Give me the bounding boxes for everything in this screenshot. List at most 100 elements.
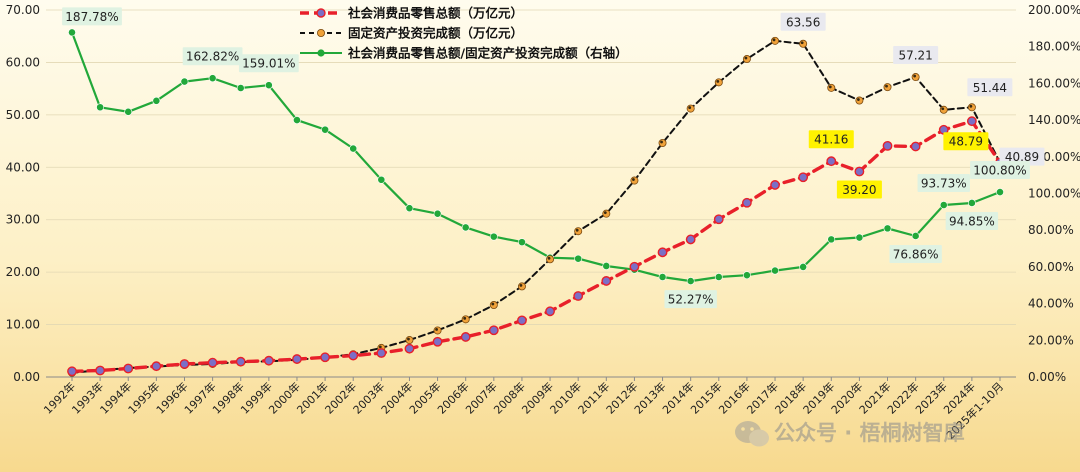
legend-swatch-marker [316,8,326,18]
series-retail-sales-point [910,141,921,152]
y-left-tick-label: 70.00 [6,3,40,17]
data-label-box [836,180,882,199]
y-left-tick-label: 0.00 [13,370,40,384]
series-retail-sales-point [151,361,162,372]
series-fixed-investment-point-dot [463,316,467,320]
y-right-tick-label: 60.00% [1028,260,1074,274]
series-fixed-investment-point-outer [405,336,414,345]
data-label: 52.27% [664,290,717,309]
data-label-text: 76.86% [893,247,939,261]
series-ratio-point [433,209,442,218]
series-fixed-investment-point [405,336,414,345]
series-retail-sales-point [376,348,387,358]
series-fixed-investment-point [433,326,442,335]
data-label-box [945,211,999,230]
data-label: 100.80% [970,161,1030,180]
series-ratio-point [180,77,189,86]
series-fixed-investment-point-dot [688,106,692,109]
series-fixed-investment-point-dot [603,211,607,215]
series-retail-sales-point [95,365,106,376]
series-fixed-investment-point-dot [547,256,551,260]
data-label: 76.86% [889,244,942,263]
series-retail-sales-point [517,315,527,326]
series-ratio-point [883,224,892,233]
data-label-box [943,132,989,151]
series-ratio-point [264,81,273,90]
data-label-box [808,130,854,149]
series-fixed-investment-point [517,282,526,291]
legend-item: 社会消费品零售总额（万亿元） [300,6,523,21]
series-ratio-point [208,74,217,83]
series-ratio-point [349,144,358,153]
series-fixed-investment-point-outer [602,209,611,218]
data-label-text: 40.89 [1005,150,1039,164]
data-label: 41.16 [808,130,854,149]
series-retail-sales-point [657,247,668,258]
series-fixed-investment-point [827,83,836,92]
series-fixed-investment-point-outer [883,83,892,92]
series-fixed-investment-point-dot [913,74,917,78]
data-label-text: 63.56 [786,15,820,29]
y-axis-right: 0.00%20.00%40.00%60.00%80.00%100.00%120.… [1028,3,1080,384]
series-fixed-investment-point [883,83,892,92]
legend-label: 固定资产投资完成额（万亿元） [348,26,523,41]
series-fixed-investment-point-dot [969,104,973,108]
series-fixed-investment-point-dot [435,328,438,331]
series-fixed-investment-point-outer [855,96,864,105]
series-retail-sales-point [320,352,330,363]
series-retail-sales-point [67,366,77,377]
series-retail-sales-point [404,343,415,354]
y-axis-left: 0.00 10.00 20.00 30.00 40.00 50.00 60.00 70.00 [6,3,40,384]
series-retail-sales-point [685,234,696,245]
series-fixed-investment-point [714,78,723,87]
series-ratio-point [967,199,976,207]
series-fixed-investment-point [742,55,751,64]
legend-swatch-marker [317,49,325,57]
series-fixed-investment-point [461,315,470,324]
series-fixed-investment-point-outer [433,326,442,335]
y-left-tick-label: 60.00 [6,55,40,69]
series-retail-sales-point [432,336,443,347]
data-label-text: 94.85% [949,214,995,228]
series-fixed-investment-point [967,103,976,112]
series-fixed-investment-point-dot [491,302,495,306]
series-retail-sales-point [292,354,302,364]
series-ratio-line [70,31,1002,283]
series-ratio-point [799,262,808,271]
legend-item: 社会消费品零售总额/固定资产投资完成额（右轴） [300,46,628,61]
series-fixed-investment-point-outer [714,78,723,87]
series-fixed-investment-point-dot [378,345,382,349]
series-ratio-point [602,262,611,270]
legend: 社会消费品零售总额（万亿元） 固定资产投资完成额（万亿元） 社会消费品零售总额/固定… [300,6,628,61]
series-fixed-investment-point-dot [632,178,635,181]
y-right-tick-label: 80.00% [1028,223,1074,237]
data-label-box [182,47,243,66]
data-label-text: 41.16 [814,133,848,147]
data-label: 94.85% [945,211,999,230]
series-fixed-investment-point-dot [856,98,860,101]
series-fixed-investment-point-outer [827,83,836,92]
series-ratio-point [489,232,498,241]
series-fixed-investment-point-outer [574,227,583,236]
series-retail-sales-point [966,116,977,127]
series-retail-sales-point [798,172,809,183]
series-ratio-point [68,28,76,37]
series-group [67,28,1005,377]
data-label: 51.44 [967,78,1013,97]
legend-item: 固定资产投资完成额（万亿元） [300,26,523,41]
data-label-box [780,12,826,31]
series-fixed-investment-point-outer [461,315,470,324]
y-left-tick-label: 50.00 [6,108,40,122]
series-fixed-investment-point-dot [885,84,888,88]
series-fixed-investment-point-dot [519,284,523,287]
series-retail-sales-point [123,363,134,374]
data-label-text: 162.82% [186,50,239,64]
series-fixed-investment-point [602,209,611,218]
series-ratio-point [574,254,583,263]
series-ratio-point [743,271,751,280]
data-label: 63.56 [780,12,826,31]
series-fixed-investment-point [799,39,808,48]
series-fixed-investment-point [939,105,948,114]
series-retail-sales-point [629,261,640,272]
data-label-box [889,244,942,263]
